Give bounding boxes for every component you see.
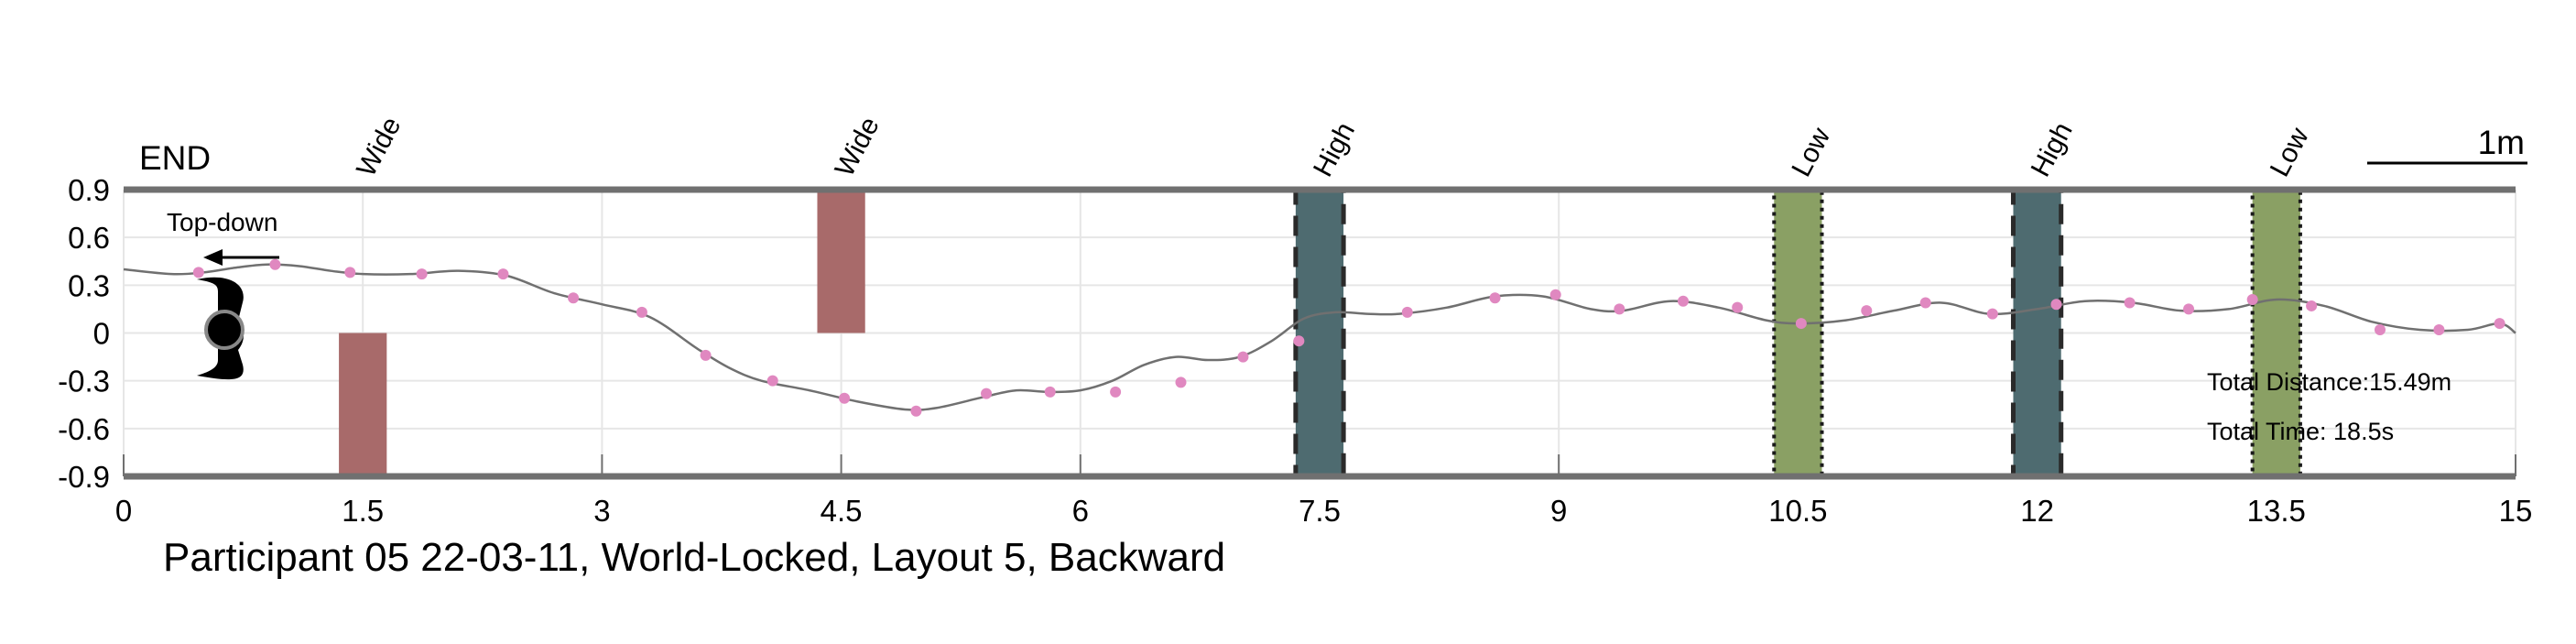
x-tick-label: 4.5 [821, 494, 863, 528]
y-tick-label: 0.9 [68, 173, 110, 207]
x-tick-label: 15 [2499, 494, 2533, 528]
y-tick-label: 0.3 [68, 268, 110, 302]
x-tick-label: 9 [1550, 494, 1567, 528]
obstacle-label: High [1308, 117, 1361, 181]
trajectory-marker [2183, 303, 2195, 315]
obstacle-rects [339, 187, 2302, 479]
trajectory-marker [497, 268, 509, 280]
obstacle-high [1293, 187, 1346, 479]
obstacle-label: Wide [830, 112, 886, 181]
x-tick-label: 1.5 [342, 494, 384, 528]
trajectory-marker [1401, 306, 1413, 318]
person-icon [197, 277, 245, 380]
y-tick-label: 0.6 [68, 221, 110, 255]
x-tick-label: 3 [593, 494, 610, 528]
scale-bar: 1m [2367, 124, 2527, 165]
trajectory-marker [2246, 293, 2258, 305]
trajectory-marker [910, 405, 922, 417]
view-label: Top-down [167, 208, 277, 236]
trajectory-marker [1678, 295, 1690, 307]
obstacle-low [2250, 188, 2302, 478]
x-tick-label: 10.5 [1768, 494, 1827, 528]
direction-arrow [203, 249, 279, 266]
trajectory-marker [1237, 351, 1249, 363]
trajectory-marker [1549, 289, 1561, 300]
trajectory-marker [1293, 335, 1305, 347]
obstacle-wide [817, 190, 865, 333]
trajectory-marker [1795, 318, 1807, 330]
trajectory-marker [2494, 318, 2505, 330]
scale-bar-label: 1m [2478, 124, 2525, 161]
x-tick-label: 7.5 [1299, 494, 1341, 528]
total-distance-label: Total Distance:15.49m [2207, 368, 2451, 396]
chart-title: Participant 05 22-03-11, World-Locked, L… [163, 535, 1225, 580]
trajectory-marker [636, 306, 647, 318]
total-time-label: Total Time: 18.5s [2207, 418, 2394, 445]
tick-labels: 0 1.5 3 4.5 6 7.5 9 10.5 12 13.5 15 0.9 0.6 0.3 0 -0.3 -… [58, 173, 2532, 528]
trajectory-marker [192, 267, 204, 278]
trajectory-marker [2050, 299, 2062, 311]
end-label: END [139, 139, 211, 177]
trajectory-marker [2124, 297, 2136, 309]
trajectory-marker [1175, 377, 1187, 388]
axes [124, 186, 2516, 480]
x-tick-label: 13.5 [2247, 494, 2306, 528]
x-tick-label: 6 [1072, 494, 1089, 528]
trajectory-markers [192, 258, 2505, 417]
trajectory-marker [344, 267, 356, 278]
obstacle-label: High [2026, 117, 2079, 181]
trajectory-marker [2374, 324, 2386, 336]
obstacle-label: Low [1786, 123, 1836, 181]
trajectory-marker [1732, 301, 1744, 313]
obstacle-label: Wide [351, 112, 407, 181]
trajectory-marker [766, 375, 778, 387]
obstacle-wide [339, 333, 387, 476]
trajectory-marker [1614, 303, 1625, 315]
x-tick-label: 12 [2020, 494, 2054, 528]
trajectory-marker [700, 349, 712, 361]
y-tick-label: 0 [93, 317, 110, 351]
trajectory-marker [2433, 324, 2445, 336]
obstacle-low [1772, 188, 1824, 478]
obstacle-high [2010, 187, 2064, 479]
trajectory-marker [269, 258, 281, 270]
trajectory-marker [2306, 300, 2318, 311]
trajectory-marker [839, 392, 851, 404]
x-tick-label: 0 [115, 494, 132, 528]
trajectory-marker [1489, 292, 1501, 304]
trajectory-marker [568, 292, 580, 304]
y-tick-label: -0.3 [58, 365, 110, 398]
trajectory-marker [981, 387, 993, 399]
trajectory-marker [1861, 305, 1873, 317]
trajectory-marker [416, 268, 428, 280]
trajectory-marker [1919, 297, 1931, 309]
trajectory-marker [1044, 386, 1056, 398]
trajectory-marker [1110, 386, 1122, 398]
trajectory-marker [1986, 308, 1998, 320]
y-tick-label: -0.6 [58, 412, 110, 446]
obstacle-label: Low [2265, 123, 2315, 181]
y-tick-label: -0.9 [58, 460, 110, 494]
obstacle-labels: Wide Wide High Low High Low [351, 112, 2315, 181]
